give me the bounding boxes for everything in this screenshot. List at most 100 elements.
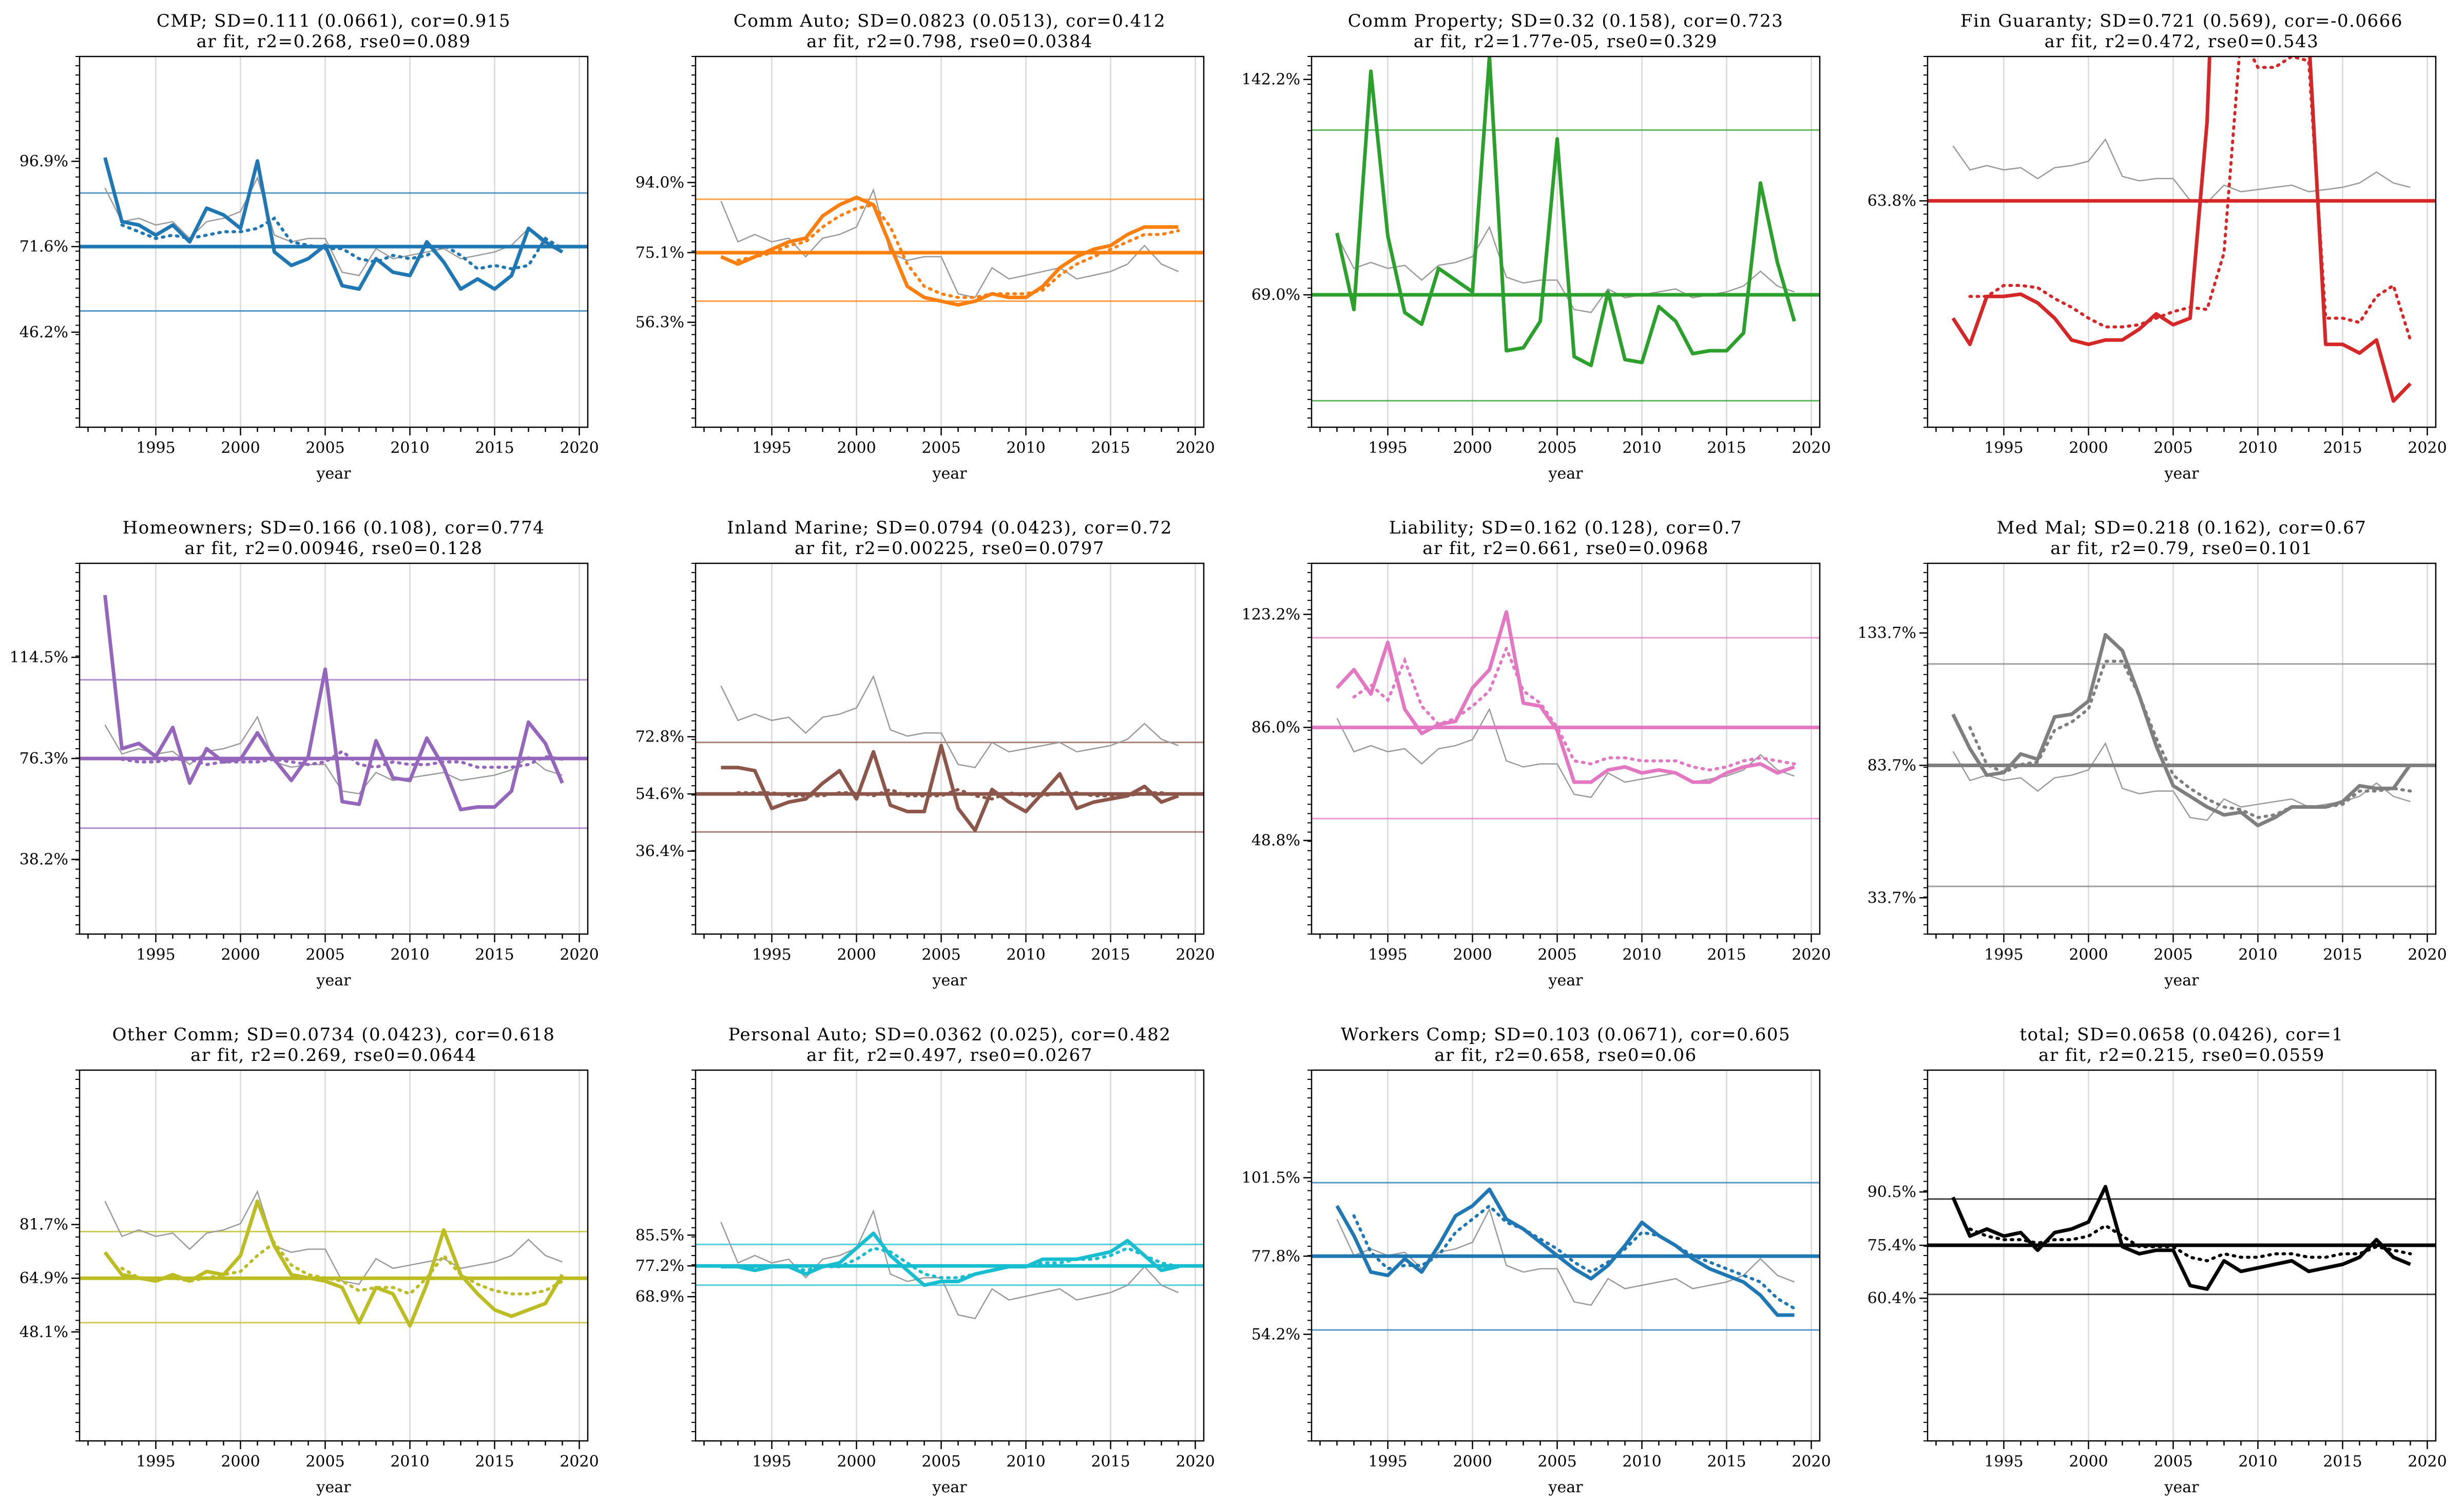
plot-area [696, 1209, 1204, 1320]
y-tick-label: 33.7% [1868, 889, 1916, 907]
x-tick-label: 2010 [2238, 946, 2277, 964]
x-tick-label: 2005 [921, 1453, 960, 1471]
y-tick-label: 123.2% [1242, 605, 1300, 623]
x-tick-label: 1995 [752, 946, 791, 964]
chart-subtitle: ar fit, r2=0.661, rse0=0.0968 [1422, 538, 1709, 559]
x-axis-label: year [1548, 465, 1584, 483]
y-tick-label: 101.5% [1242, 1169, 1300, 1187]
reference-series-line [1952, 1185, 2411, 1290]
plot-area [80, 157, 588, 312]
y-tick-label: 81.7% [20, 1216, 68, 1234]
chart-title: Homeowners; SD=0.166 (0.108), cor=0.774 [123, 518, 545, 538]
plot-area [80, 595, 588, 829]
chart-title: Fin Guaranty; SD=0.721 (0.569), cor=-0.0… [1960, 11, 2403, 31]
solid-series-line [1951, 633, 2412, 828]
x-tick-label: 2015 [1091, 1453, 1130, 1471]
solid-series-line [721, 744, 1179, 832]
dotted-series-line [1968, 1224, 2412, 1263]
y-tick-label: 69.0% [1252, 286, 1300, 304]
x-tick-label: 2015 [1707, 439, 1746, 457]
chart-panel: 1995 2000 2005 2010 2015 2020 year 60.4% 75.4% 90… [1868, 1024, 2447, 1496]
x-tick-label: 2020 [1792, 439, 1831, 457]
solid-series-line [103, 157, 564, 291]
x-tick-label: 2015 [1091, 946, 1130, 964]
chart-title: CMP; SD=0.111 (0.0661), cor=0.915 [157, 11, 511, 31]
x-tick-label: 2020 [2408, 1453, 2447, 1471]
x-tick-label: 1995 [1368, 1453, 1407, 1471]
y-tick-label: 60.4% [1868, 1289, 1916, 1307]
chart-subtitle: ar fit, r2=0.798, rse0=0.0384 [806, 31, 1093, 52]
x-tick-label: 2020 [2408, 439, 2447, 457]
x-tick-label: 2005 [921, 439, 960, 457]
y-tick-label: 64.9% [20, 1269, 68, 1287]
x-axis-label: year [2164, 465, 2200, 483]
solid-series-line [1335, 56, 1796, 368]
x-tick-label: 2020 [560, 946, 599, 964]
x-tick-label: 2000 [221, 1453, 260, 1471]
y-tick-label: 133.7% [1858, 624, 1916, 642]
solid-series-line [1951, 1185, 2411, 1291]
x-tick-label: 2015 [2323, 1453, 2362, 1471]
reference-series-line [1336, 1207, 1795, 1306]
x-tick-label: 2010 [390, 946, 429, 964]
chart-panel: 1995 2000 2005 2010 2015 2020 year 38.2% 76.3% 11… [10, 518, 599, 990]
chart-panel: 1995 2000 2005 2010 2015 2020 year 69.0% 142.2% C… [1242, 11, 1831, 483]
x-tick-label: 2010 [1006, 439, 1045, 457]
solid-series-line [720, 195, 1179, 307]
reference-series-line [104, 176, 563, 276]
chart-panel: 1995 2000 2005 2010 2015 2020 year 33.7% 83.7% 13… [1858, 518, 2447, 990]
chart-panel: 1995 2000 2005 2010 2015 2020 year 48.8% 86.0% 12… [1242, 518, 1831, 990]
y-tick-label: 36.4% [636, 842, 684, 860]
plot-area [1312, 1182, 1820, 1331]
x-tick-label: 2010 [390, 1453, 429, 1471]
y-tick-label: 77.8% [1252, 1247, 1300, 1265]
x-tick-label: 2010 [1006, 946, 1045, 964]
x-tick-label: 2020 [1792, 1453, 1831, 1471]
chart-subtitle: ar fit, r2=0.472, rse0=0.543 [2045, 31, 2319, 52]
x-tick-label: 2005 [2153, 439, 2192, 457]
chart-panel: 1995 2000 2005 2010 2015 2020 year 63.8% Fin Gua… [1868, 11, 2447, 483]
x-tick-label: 2010 [1006, 1453, 1045, 1471]
reference-series-line [720, 188, 1179, 298]
y-tick-label: 85.5% [636, 1226, 684, 1244]
chart-panel: 1995 2000 2005 2010 2015 2020 year 68.9% 77.2% 85… [636, 1024, 1215, 1496]
x-tick-label: 2005 [2153, 1453, 2192, 1471]
x-tick-label: 2005 [305, 439, 344, 457]
x-axis-label: year [1548, 972, 1584, 990]
x-tick-label: 2020 [560, 1453, 599, 1471]
x-tick-label: 2020 [1792, 946, 1831, 964]
x-axis-label: year [2164, 1478, 2200, 1496]
plot-area [1312, 56, 1820, 402]
x-tick-label: 2005 [1537, 946, 1576, 964]
chart-subtitle: ar fit, r2=0.268, rse0=0.089 [197, 31, 471, 52]
y-tick-label: 48.1% [20, 1323, 68, 1341]
x-tick-label: 2020 [1176, 1453, 1215, 1471]
y-tick-label: 54.6% [636, 785, 684, 803]
x-tick-label: 2020 [1176, 946, 1215, 964]
x-axis-label: year [316, 465, 352, 483]
solid-series-line [1951, 56, 2412, 403]
x-tick-label: 1995 [136, 439, 175, 457]
x-tick-label: 2010 [390, 439, 429, 457]
x-axis-label: year [932, 972, 968, 990]
x-tick-label: 2000 [2069, 1453, 2108, 1471]
x-axis-label: year [932, 465, 968, 483]
solid-series-line [1335, 1187, 1795, 1317]
x-tick-label: 2015 [475, 946, 514, 964]
y-tick-label: 68.9% [636, 1288, 684, 1306]
chart-panel: 1995 2000 2005 2010 2015 2020 year 56.3% 75.1% 94… [636, 11, 1215, 483]
y-tick-label: 86.0% [1252, 719, 1300, 737]
solid-series-line [721, 1231, 1179, 1287]
x-tick-label: 2000 [837, 946, 876, 964]
x-tick-label: 2000 [1453, 439, 1492, 457]
x-tick-label: 2000 [837, 439, 876, 457]
x-tick-label: 1995 [1368, 439, 1407, 457]
chart-panel: 1995 2000 2005 2010 2015 2020 year 46.2% 71.6% 96… [20, 11, 599, 483]
chart-title: total; SD=0.0658 (0.0426), cor=1 [2019, 1024, 2343, 1045]
x-tick-label: 2015 [2323, 439, 2362, 457]
x-tick-label: 1995 [1368, 946, 1407, 964]
x-tick-label: 2000 [2069, 946, 2108, 964]
chart-title: Workers Comp; SD=0.103 (0.0671), cor=0.6… [1341, 1024, 1791, 1045]
x-tick-label: 2005 [1537, 1453, 1576, 1471]
y-tick-label: 46.2% [20, 324, 68, 341]
